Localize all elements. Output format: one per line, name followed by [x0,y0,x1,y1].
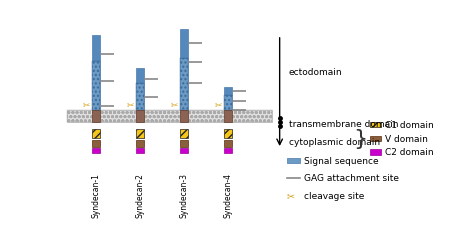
Text: GAG attachment site: GAG attachment site [303,174,399,183]
Bar [370,136,382,141]
Bar [224,140,232,147]
Text: ✂: ✂ [215,101,222,110]
Text: cleavage site: cleavage site [303,191,364,200]
Bar [136,129,144,139]
Text: Signal sequence: Signal sequence [303,156,378,166]
Text: ✂: ✂ [127,101,134,110]
Bar [180,58,188,111]
Bar [180,111,188,122]
Bar [287,158,300,164]
Bar [92,140,100,147]
Bar [180,30,188,58]
Text: C2 domain: C2 domain [385,148,434,157]
Text: Syndecan-1: Syndecan-1 [91,172,100,217]
Bar [224,96,232,111]
Bar [224,111,232,122]
Bar [92,36,100,62]
Bar [66,111,272,122]
Bar [92,62,100,111]
Text: ✂: ✂ [82,101,90,110]
Bar [136,140,144,147]
Text: cytoplasmic domain: cytoplasmic domain [289,137,380,146]
Bar [66,111,272,122]
Bar [224,96,232,111]
Text: transmembrane domain: transmembrane domain [289,120,398,129]
Bar [92,149,100,154]
Text: Syndecan-2: Syndecan-2 [136,172,145,217]
Bar [136,111,144,122]
Text: V domain: V domain [385,134,428,143]
Bar [224,129,232,139]
Bar [224,88,232,96]
Bar [180,149,188,154]
Bar [180,140,188,147]
Text: }: } [354,129,367,149]
Text: ✂: ✂ [171,101,178,110]
Bar [136,83,144,111]
Bar [180,58,188,111]
Bar [92,111,100,122]
Bar [136,68,144,83]
Bar [180,129,188,139]
Bar [92,62,100,111]
Bar [224,149,232,154]
Text: ✂: ✂ [287,190,295,200]
Bar [92,129,100,139]
Text: C1 domain: C1 domain [385,121,434,130]
Text: Syndecan-3: Syndecan-3 [180,172,189,217]
Text: Syndecan-4: Syndecan-4 [224,172,233,217]
Bar [136,83,144,111]
Bar [136,149,144,154]
Bar [370,122,382,128]
Bar [370,150,382,155]
Text: ectodomain: ectodomain [289,68,343,77]
